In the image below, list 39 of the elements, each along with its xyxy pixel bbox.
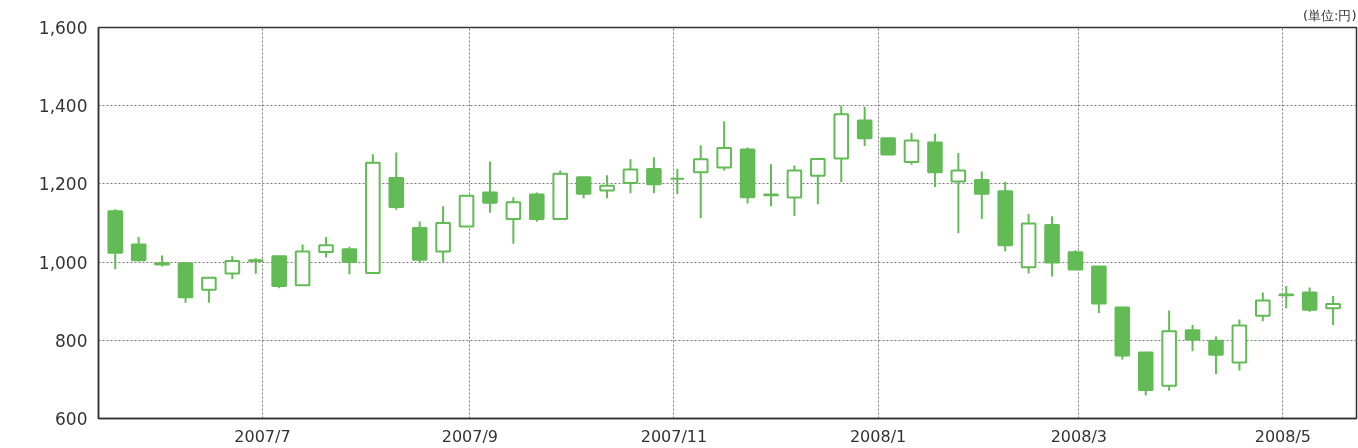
x-tick-label: 2008/1 — [849, 426, 907, 446]
y-tick-label: 800 — [55, 330, 88, 351]
x-tick-label: 2008/3 — [1050, 426, 1107, 446]
candlestick — [1208, 335, 1224, 375]
candlestick — [646, 156, 662, 195]
y-tick-label: 1,200 — [38, 174, 88, 195]
candlestick — [130, 236, 147, 263]
x-tick-label: 2007/7 — [234, 426, 291, 446]
y-tick-label: 1,000 — [38, 252, 88, 273]
candlestick — [763, 163, 779, 208]
candlestick — [1067, 249, 1084, 271]
candlestick — [622, 158, 639, 195]
y-tick-label: 1,400 — [38, 96, 88, 117]
candlestick — [810, 157, 826, 206]
candlestick — [599, 174, 615, 200]
candlestick — [1325, 295, 1341, 327]
candlestick — [903, 132, 920, 166]
candlestick — [575, 176, 592, 200]
x-tick-label: 2008/5 — [1254, 426, 1312, 446]
candlestick — [669, 167, 686, 196]
candlestick — [856, 105, 873, 147]
y-tick-label: 600 — [55, 409, 88, 429]
text: (単位:円) — [1302, 7, 1357, 23]
candlestick — [716, 120, 732, 172]
candlestick — [1301, 286, 1318, 313]
x-tick-label: 2007/9 — [441, 426, 499, 446]
y-tick-label: 1,600 — [38, 18, 88, 38]
candlestick — [1184, 324, 1201, 353]
candlestick — [224, 255, 241, 280]
candlestick — [505, 196, 522, 245]
candlestick — [318, 236, 334, 259]
candlestick — [341, 245, 358, 276]
candlestick — [950, 152, 967, 235]
x-tick-label: 2007/11 — [640, 426, 708, 446]
candlestick — [973, 170, 990, 221]
candlestick — [482, 160, 498, 214]
candlestick — [1255, 291, 1271, 323]
candlestick — [692, 144, 709, 219]
candlestick — [201, 276, 217, 304]
